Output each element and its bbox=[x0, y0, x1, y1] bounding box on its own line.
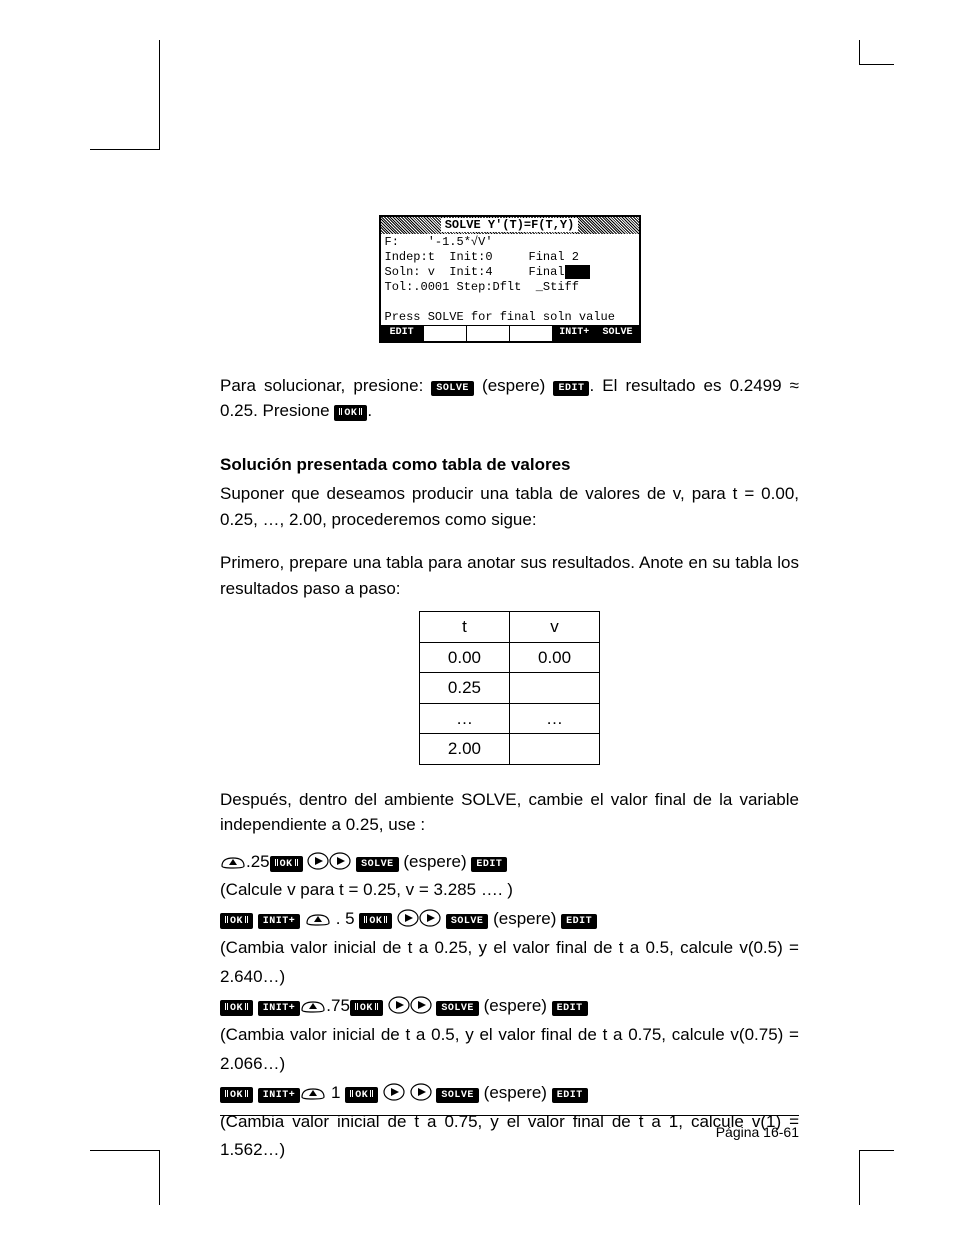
init-key-icon: INIT+ bbox=[258, 1088, 301, 1103]
solve-key-icon: SOLVE bbox=[446, 914, 489, 929]
calc-title: SOLVE Y'(T)=F(T,Y) bbox=[381, 217, 639, 234]
table-cell: 0.25 bbox=[419, 673, 509, 704]
edit-key-icon: EDIT bbox=[471, 857, 507, 872]
calc-screen: SOLVE Y'(T)=F(T,Y) F: '-1.5*√V' Indep:t … bbox=[379, 215, 641, 343]
seq-step-1-result: (Calcule v para t = 0.25, v = 3.285 …. ) bbox=[220, 876, 799, 905]
table-cell: … bbox=[510, 703, 600, 734]
calc-soft-edit: EDIT bbox=[381, 326, 424, 341]
seq-step-2-result: (Cambia valor inicial de t a 0.25, y el … bbox=[220, 934, 799, 992]
up-arrow-key-icon bbox=[220, 854, 246, 870]
up-arrow-key-icon bbox=[300, 998, 326, 1014]
ok-key-icon: OK bbox=[220, 1000, 253, 1016]
edit-key-icon: EDIT bbox=[552, 1001, 588, 1016]
calc-cursor bbox=[565, 265, 591, 279]
right-arrow-key-icon bbox=[397, 909, 419, 927]
crop-mark-br bbox=[859, 1150, 894, 1205]
key-sequence-block: .25OK SOLVE (espere) EDIT (Calcule v par… bbox=[220, 848, 799, 1166]
table-cell: … bbox=[419, 703, 509, 734]
ok-key-icon: OK bbox=[345, 1087, 378, 1103]
seq-step-4-result: (Cambia valor inicial de t a 0.75, y el … bbox=[220, 1108, 799, 1166]
para-solve-instruction: Para solucionar, presione: SOLVE (espere… bbox=[220, 373, 799, 424]
ok-key-icon: OK bbox=[334, 405, 367, 421]
right-arrow-key-icon bbox=[419, 909, 441, 927]
crop-mark-bl bbox=[90, 1150, 160, 1205]
ok-key-icon: OK bbox=[220, 1087, 253, 1103]
calc-line-tol: Tol:.0001 Step:Dflt _Stiff bbox=[385, 280, 635, 295]
right-arrow-key-icon bbox=[388, 996, 410, 1014]
calc-soft-blank bbox=[510, 326, 553, 341]
table-cell: 0.00 bbox=[419, 642, 509, 673]
calc-line-f: F: '-1.5*√V' bbox=[385, 235, 635, 250]
right-arrow-key-icon bbox=[329, 852, 351, 870]
calc-line-press: Press SOLVE for final soln value bbox=[385, 310, 635, 325]
edit-key-icon: EDIT bbox=[553, 381, 589, 396]
right-arrow-key-icon bbox=[410, 996, 432, 1014]
up-arrow-key-icon bbox=[300, 1085, 326, 1101]
solve-key-icon: SOLVE bbox=[436, 1001, 479, 1016]
table-cell: 0.00 bbox=[510, 642, 600, 673]
footer-rule bbox=[220, 1115, 799, 1116]
seq-step-3-result: (Cambia valor inicial de t a 0.5, y el v… bbox=[220, 1021, 799, 1079]
calc-line-soln: Soln: v Init:4 Final bbox=[385, 265, 635, 280]
ok-key-icon: OK bbox=[359, 913, 392, 929]
calc-softkey-row: EDIT INIT+ SOLVE bbox=[381, 325, 639, 341]
ok-key-icon: OK bbox=[220, 913, 253, 929]
solve-key-icon: SOLVE bbox=[436, 1088, 479, 1103]
crop-mark-tr bbox=[859, 40, 894, 65]
calculator-screenshot: SOLVE Y'(T)=F(T,Y) F: '-1.5*√V' Indep:t … bbox=[220, 215, 799, 343]
seq-step-1: .25OK SOLVE (espere) EDIT bbox=[220, 848, 799, 877]
right-arrow-key-icon bbox=[410, 1083, 432, 1101]
calc-soft-solve: SOLVE bbox=[596, 326, 638, 341]
seq-step-2: OK INIT+ . 5 OK SOLVE (espere) EDIT bbox=[220, 905, 799, 934]
init-key-icon: INIT+ bbox=[258, 914, 301, 929]
section-heading: Solución presentada como tabla de valore… bbox=[220, 452, 799, 478]
table-header-t: t bbox=[419, 612, 509, 643]
page-number: Página 16-61 bbox=[716, 1122, 799, 1143]
edit-key-icon: EDIT bbox=[561, 914, 597, 929]
init-key-icon: INIT+ bbox=[258, 1001, 301, 1016]
calc-soft-blank bbox=[424, 326, 467, 341]
ok-key-icon: OK bbox=[350, 1000, 383, 1016]
para-change-final: Después, dentro del ambiente SOLVE, camb… bbox=[220, 787, 799, 838]
solve-key-icon: SOLVE bbox=[431, 381, 474, 396]
solve-key-icon: SOLVE bbox=[356, 857, 399, 872]
calc-soft-init: INIT+ bbox=[553, 326, 596, 341]
calc-line-indep: Indep:t Init:0 Final 2 bbox=[385, 250, 635, 265]
ok-key-icon: OK bbox=[270, 856, 303, 872]
page-content: SOLVE Y'(T)=F(T,Y) F: '-1.5*√V' Indep:t … bbox=[220, 215, 799, 1165]
para-table-intro: Suponer que deseamos producir una tabla … bbox=[220, 481, 799, 532]
table-cell bbox=[510, 734, 600, 765]
table-header-v: v bbox=[510, 612, 600, 643]
edit-key-icon: EDIT bbox=[552, 1088, 588, 1103]
values-table: tv 0.000.00 0.25 …… 2.00 bbox=[419, 611, 600, 765]
calc-line-blank bbox=[385, 295, 635, 310]
calc-body: F: '-1.5*√V' Indep:t Init:0 Final 2 Soln… bbox=[381, 234, 639, 325]
table-cell: 2.00 bbox=[419, 734, 509, 765]
table-cell bbox=[510, 673, 600, 704]
seq-step-3: OK INIT+.75OK SOLVE (espere) EDIT bbox=[220, 992, 799, 1021]
up-arrow-key-icon bbox=[305, 911, 331, 927]
right-arrow-key-icon bbox=[383, 1083, 405, 1101]
right-arrow-key-icon bbox=[307, 852, 329, 870]
para-prepare-table: Primero, prepare una tabla para anotar s… bbox=[220, 550, 799, 601]
crop-mark-tl bbox=[90, 40, 160, 150]
seq-step-4: OK INIT+ 1 OK SOLVE (espere) EDIT bbox=[220, 1079, 799, 1108]
calc-soft-blank bbox=[467, 326, 510, 341]
